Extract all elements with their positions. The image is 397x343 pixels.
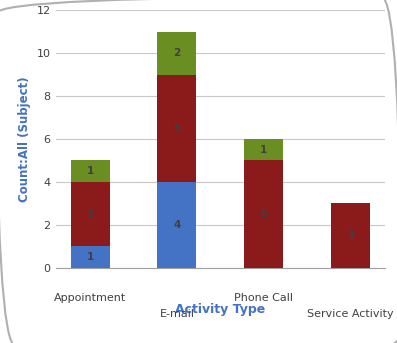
- Text: 1: 1: [87, 166, 94, 176]
- Text: 3: 3: [347, 230, 354, 240]
- Bar: [71, 182, 110, 246]
- X-axis label: Activity Type: Activity Type: [175, 303, 266, 316]
- Text: 2: 2: [173, 48, 181, 58]
- Bar: [157, 182, 197, 268]
- Text: 5: 5: [173, 123, 181, 133]
- Bar: [244, 161, 283, 268]
- Bar: [244, 139, 283, 161]
- Bar: [331, 203, 370, 268]
- Bar: [157, 75, 197, 182]
- Bar: [71, 246, 110, 268]
- Text: E-mail: E-mail: [160, 309, 195, 319]
- Y-axis label: Count:All (Subject): Count:All (Subject): [18, 76, 31, 202]
- Text: Appointment: Appointment: [54, 293, 126, 303]
- Bar: [157, 32, 197, 75]
- Text: 5: 5: [260, 209, 267, 219]
- Text: Service Activity: Service Activity: [307, 309, 394, 319]
- Text: 4: 4: [173, 220, 181, 230]
- Bar: [71, 161, 110, 182]
- Text: 1: 1: [260, 145, 267, 155]
- Text: 3: 3: [87, 209, 94, 219]
- Text: 1: 1: [87, 252, 94, 262]
- Text: Phone Call: Phone Call: [234, 293, 293, 303]
